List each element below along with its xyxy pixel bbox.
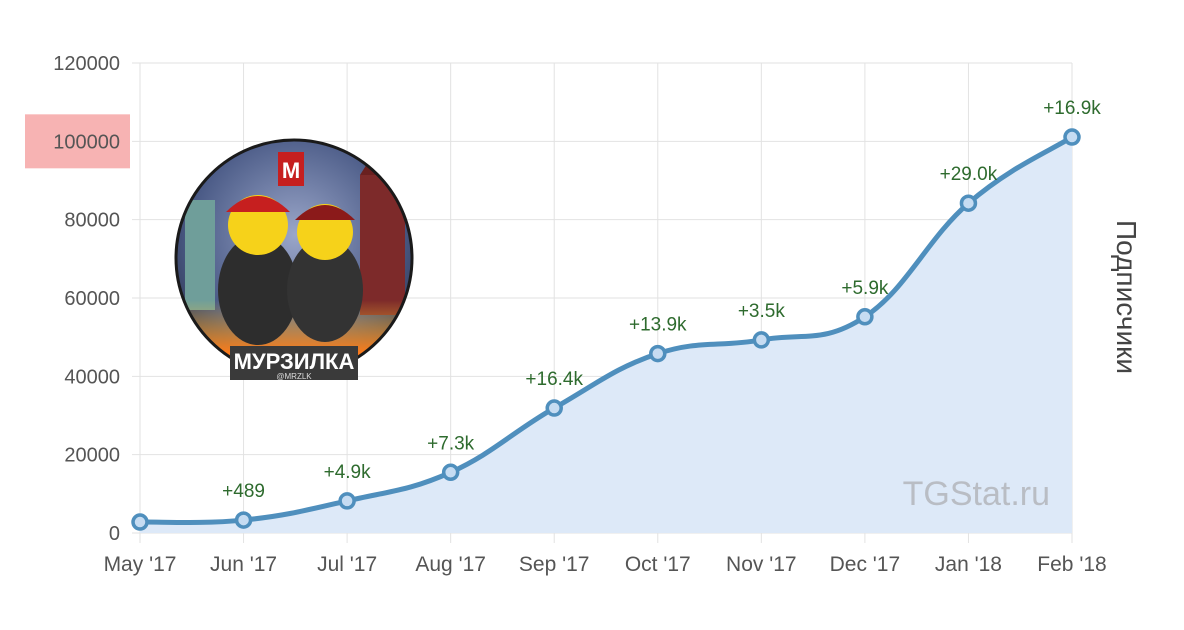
data-label: +16.9k <box>1043 98 1101 119</box>
x-tick-label: Jan '18 <box>935 553 1002 576</box>
data-point <box>338 492 356 510</box>
x-axis-ticks: May '17 Jun '17 Jul '17 Aug '17 Sep '17 Oct '… <box>104 553 1107 576</box>
data-point <box>1063 128 1081 146</box>
logo-title-bar <box>230 346 358 380</box>
channel-logo: M МУРЗИЛКА @MRZLK <box>174 138 414 381</box>
logo-badge <box>278 152 304 186</box>
x-tick-label: Nov '17 <box>726 553 797 576</box>
data-labels: +489 +4.9k +7.3k +16.4k +13.9k +3.5k +5.9k +29.… <box>222 98 1101 502</box>
y-axis-label: Подписчики <box>1111 220 1142 374</box>
data-point <box>959 194 978 212</box>
y-tick-label: 60000 <box>64 288 120 310</box>
x-tick-label: Aug '17 <box>415 553 486 576</box>
x-tick-label: Dec '17 <box>830 553 901 576</box>
y-tick-label: 100000 <box>53 131 120 153</box>
statue-shape <box>185 200 215 310</box>
svg-text:@MRZLK: @MRZLK <box>276 372 312 381</box>
svg-text:МУРЗИЛКА: МУРЗИЛКА <box>234 349 355 374</box>
x-tick-label: Jun '17 <box>210 553 277 576</box>
y-axis-ticks: 120000 100000 80000 60000 40000 20000 0 <box>53 53 120 545</box>
kremlin-tower-shape <box>360 175 405 315</box>
y-tick-label: 0 <box>109 523 120 545</box>
data-label: +5.9k <box>841 278 889 299</box>
data-label: +4.9k <box>324 462 372 483</box>
character-right-body <box>287 238 363 342</box>
data-label: +13.9k <box>629 315 687 336</box>
highlighted-tick-background <box>25 114 130 169</box>
x-tick-label: Sep '17 <box>519 553 590 576</box>
x-tick-label: Feb '18 <box>1037 553 1106 576</box>
data-label: +16.4k <box>525 369 583 390</box>
y-tick-label: 20000 <box>64 445 120 467</box>
data-point <box>545 399 563 417</box>
data-label: +489 <box>222 481 265 502</box>
y-tick-label: 80000 <box>64 210 120 232</box>
data-point <box>234 511 253 529</box>
y-tick-label: 40000 <box>64 366 120 388</box>
series-line <box>137 134 1075 526</box>
data-point <box>856 308 874 326</box>
character-left-body <box>218 235 298 345</box>
x-tick-label: May '17 <box>104 553 177 576</box>
x-tick-label: Oct '17 <box>625 553 691 576</box>
watermark: TGStat.ru <box>903 475 1050 513</box>
area-fill <box>140 137 1072 533</box>
data-label: +3.5k <box>738 301 786 322</box>
svg-text:M: M <box>282 158 300 183</box>
data-points <box>131 128 1081 531</box>
data-point <box>649 344 667 363</box>
data-point <box>441 463 460 482</box>
data-label: +29.0k <box>940 164 998 185</box>
data-label: +7.3k <box>427 433 475 454</box>
x-tick-label: Jul '17 <box>317 553 377 576</box>
data-point <box>131 513 149 531</box>
y-tick-label: 120000 <box>53 53 120 75</box>
data-point <box>752 331 771 349</box>
